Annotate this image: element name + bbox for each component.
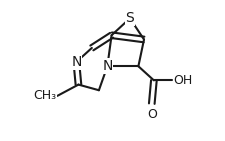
- Text: CH₃: CH₃: [33, 89, 56, 102]
- Text: N: N: [102, 59, 112, 73]
- Text: S: S: [125, 11, 134, 25]
- Text: N: N: [71, 55, 81, 69]
- Text: O: O: [146, 108, 156, 121]
- Text: OH: OH: [173, 74, 192, 87]
